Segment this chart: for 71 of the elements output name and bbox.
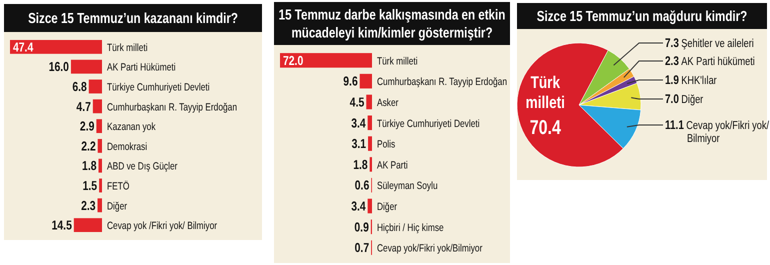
bar xyxy=(360,74,372,88)
data-label: 14.5 xyxy=(52,218,72,233)
y-tick-label: AK Parti Hükümeti xyxy=(107,62,176,74)
y-tick-label: Diğer xyxy=(377,201,398,214)
bar xyxy=(368,198,372,214)
data-label: 11.1 xyxy=(665,119,684,132)
bar xyxy=(98,198,102,212)
slice-label: AK Parti hükümeti xyxy=(681,56,755,68)
data-label: 0.9 xyxy=(354,220,370,235)
slice-label: Şehitler ve aileleri xyxy=(681,38,754,50)
y-tick-label: Cevap yok/Fikri yok/Bilmiyor xyxy=(377,242,482,255)
data-label: 70.4 xyxy=(530,116,561,139)
chart-title: 15 Temmuz darbe kalkışmasında en etkin mücadeleyi kim/kimler göstermiştir? xyxy=(278,6,506,41)
data-label: 3.4 xyxy=(351,116,366,131)
data-label: 1.8 xyxy=(353,158,368,172)
bar xyxy=(10,40,102,54)
data-label: 1.8 xyxy=(82,159,97,174)
data-label: 72.0 xyxy=(283,54,304,68)
data-label: 2.2 xyxy=(81,139,96,154)
bar xyxy=(74,218,102,232)
y-tick-label: Diğer xyxy=(107,200,128,213)
y-tick-label: Demokrasi xyxy=(107,141,148,154)
y-tick-label: Türkiye Cumhuriyeti Devleti xyxy=(377,118,480,130)
y-tick-label: AK Parti xyxy=(377,160,408,172)
slice-label: KHK'lılar xyxy=(681,75,718,88)
data-label: 2.3 xyxy=(665,55,679,68)
y-tick-label: Polis xyxy=(377,138,396,151)
bar xyxy=(70,60,102,74)
bar xyxy=(98,158,102,173)
data-label: 2.9 xyxy=(80,120,95,134)
bar xyxy=(92,99,102,114)
y-tick-label: Türkiye Cumhuriyeti Devleti xyxy=(107,82,210,94)
data-label: 4.7 xyxy=(76,100,92,114)
y-tick-label: Cumhurbaşkanı R. Tayyip Erdoğan xyxy=(377,76,508,88)
y-tick-label: Türk milleti xyxy=(377,56,418,68)
y-tick-label: Süleyman Soylu xyxy=(377,180,438,193)
data-label: 4.5 xyxy=(350,95,365,110)
y-tick-label: Kazanan yok xyxy=(107,121,156,134)
bar xyxy=(368,116,372,130)
y-tick-label: Asker xyxy=(377,97,398,110)
bar xyxy=(99,178,102,192)
slice-label: Diğer xyxy=(681,94,704,106)
y-tick-label: Hiçbiri / Hiç kimse xyxy=(377,222,444,234)
slice-label: Cevap yok/Fikri yok/ Bilmiyor xyxy=(686,120,770,146)
data-label: 7.3 xyxy=(665,37,679,50)
bar xyxy=(96,119,102,134)
data-label: 6.8 xyxy=(72,80,88,94)
slice-label: Türk milleti xyxy=(526,74,565,113)
text: Sizce 15 Temmuz’un kazananı kimdir? xyxy=(28,10,238,26)
y-tick-label: ABD ve Dış Güçler xyxy=(107,160,178,174)
data-label: 2.3 xyxy=(81,198,96,214)
bar xyxy=(368,136,372,151)
data-label: 0.7 xyxy=(354,241,370,256)
y-tick-label: Cevap yok /Fikri yok/ Bilmiyor xyxy=(107,220,218,232)
y-tick-label: Cumhurbaşkanı R. Tayyip Erdoğan xyxy=(107,101,238,114)
data-label: 16.0 xyxy=(48,60,70,75)
data-label: 7.0 xyxy=(665,93,679,106)
data-label: 1.5 xyxy=(82,178,98,194)
chart-title: Sizce 15 Temmuz’un mağduru kimdir? xyxy=(536,8,748,24)
data-label: 3.1 xyxy=(352,137,366,152)
data-label: 47.4 xyxy=(13,40,34,55)
bar xyxy=(98,138,102,153)
bar xyxy=(88,80,102,94)
data-label: 9.6 xyxy=(343,74,358,89)
bar xyxy=(366,94,372,110)
y-tick-label: FETÖ xyxy=(107,180,130,193)
bar xyxy=(280,53,372,68)
data-label: 0.6 xyxy=(354,178,370,194)
data-label: 1.9 xyxy=(665,74,679,88)
y-tick-label: Türk milleti xyxy=(107,42,148,54)
data-label: 3.4 xyxy=(351,199,366,214)
